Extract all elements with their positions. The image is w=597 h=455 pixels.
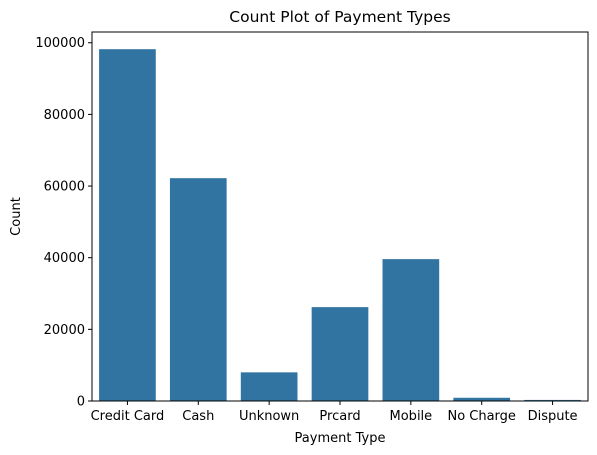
chart-title: Count Plot of Payment Types (229, 8, 450, 26)
x-axis-label: Payment Type (295, 431, 386, 446)
bar (241, 372, 298, 401)
x-tick-label: Dispute (528, 409, 578, 424)
x-tick-label: Credit Card (91, 409, 165, 424)
y-axis-label: Count (9, 197, 24, 236)
bar (99, 49, 156, 401)
x-tick-label: Unknown (239, 409, 299, 424)
y-tick-label: 60000 (44, 180, 85, 195)
y-tick-label: 80000 (44, 108, 85, 123)
plot-area: Credit Card Cash Unknown Prcard Mobile No Cha… (35, 32, 588, 424)
bar (383, 259, 440, 401)
x-tick-label: Cash (182, 409, 214, 424)
y-tick-label: 0 (77, 395, 85, 410)
x-tick-label: Prcard (319, 409, 360, 424)
bar (312, 307, 369, 401)
x-tick-label: Mobile (390, 409, 433, 424)
x-tick-label: No Charge (447, 409, 515, 424)
y-tick-label: 20000 (44, 323, 85, 338)
y-tick-label: 40000 (44, 251, 85, 266)
y-tick-label: 100000 (35, 36, 85, 51)
bar (170, 178, 227, 401)
